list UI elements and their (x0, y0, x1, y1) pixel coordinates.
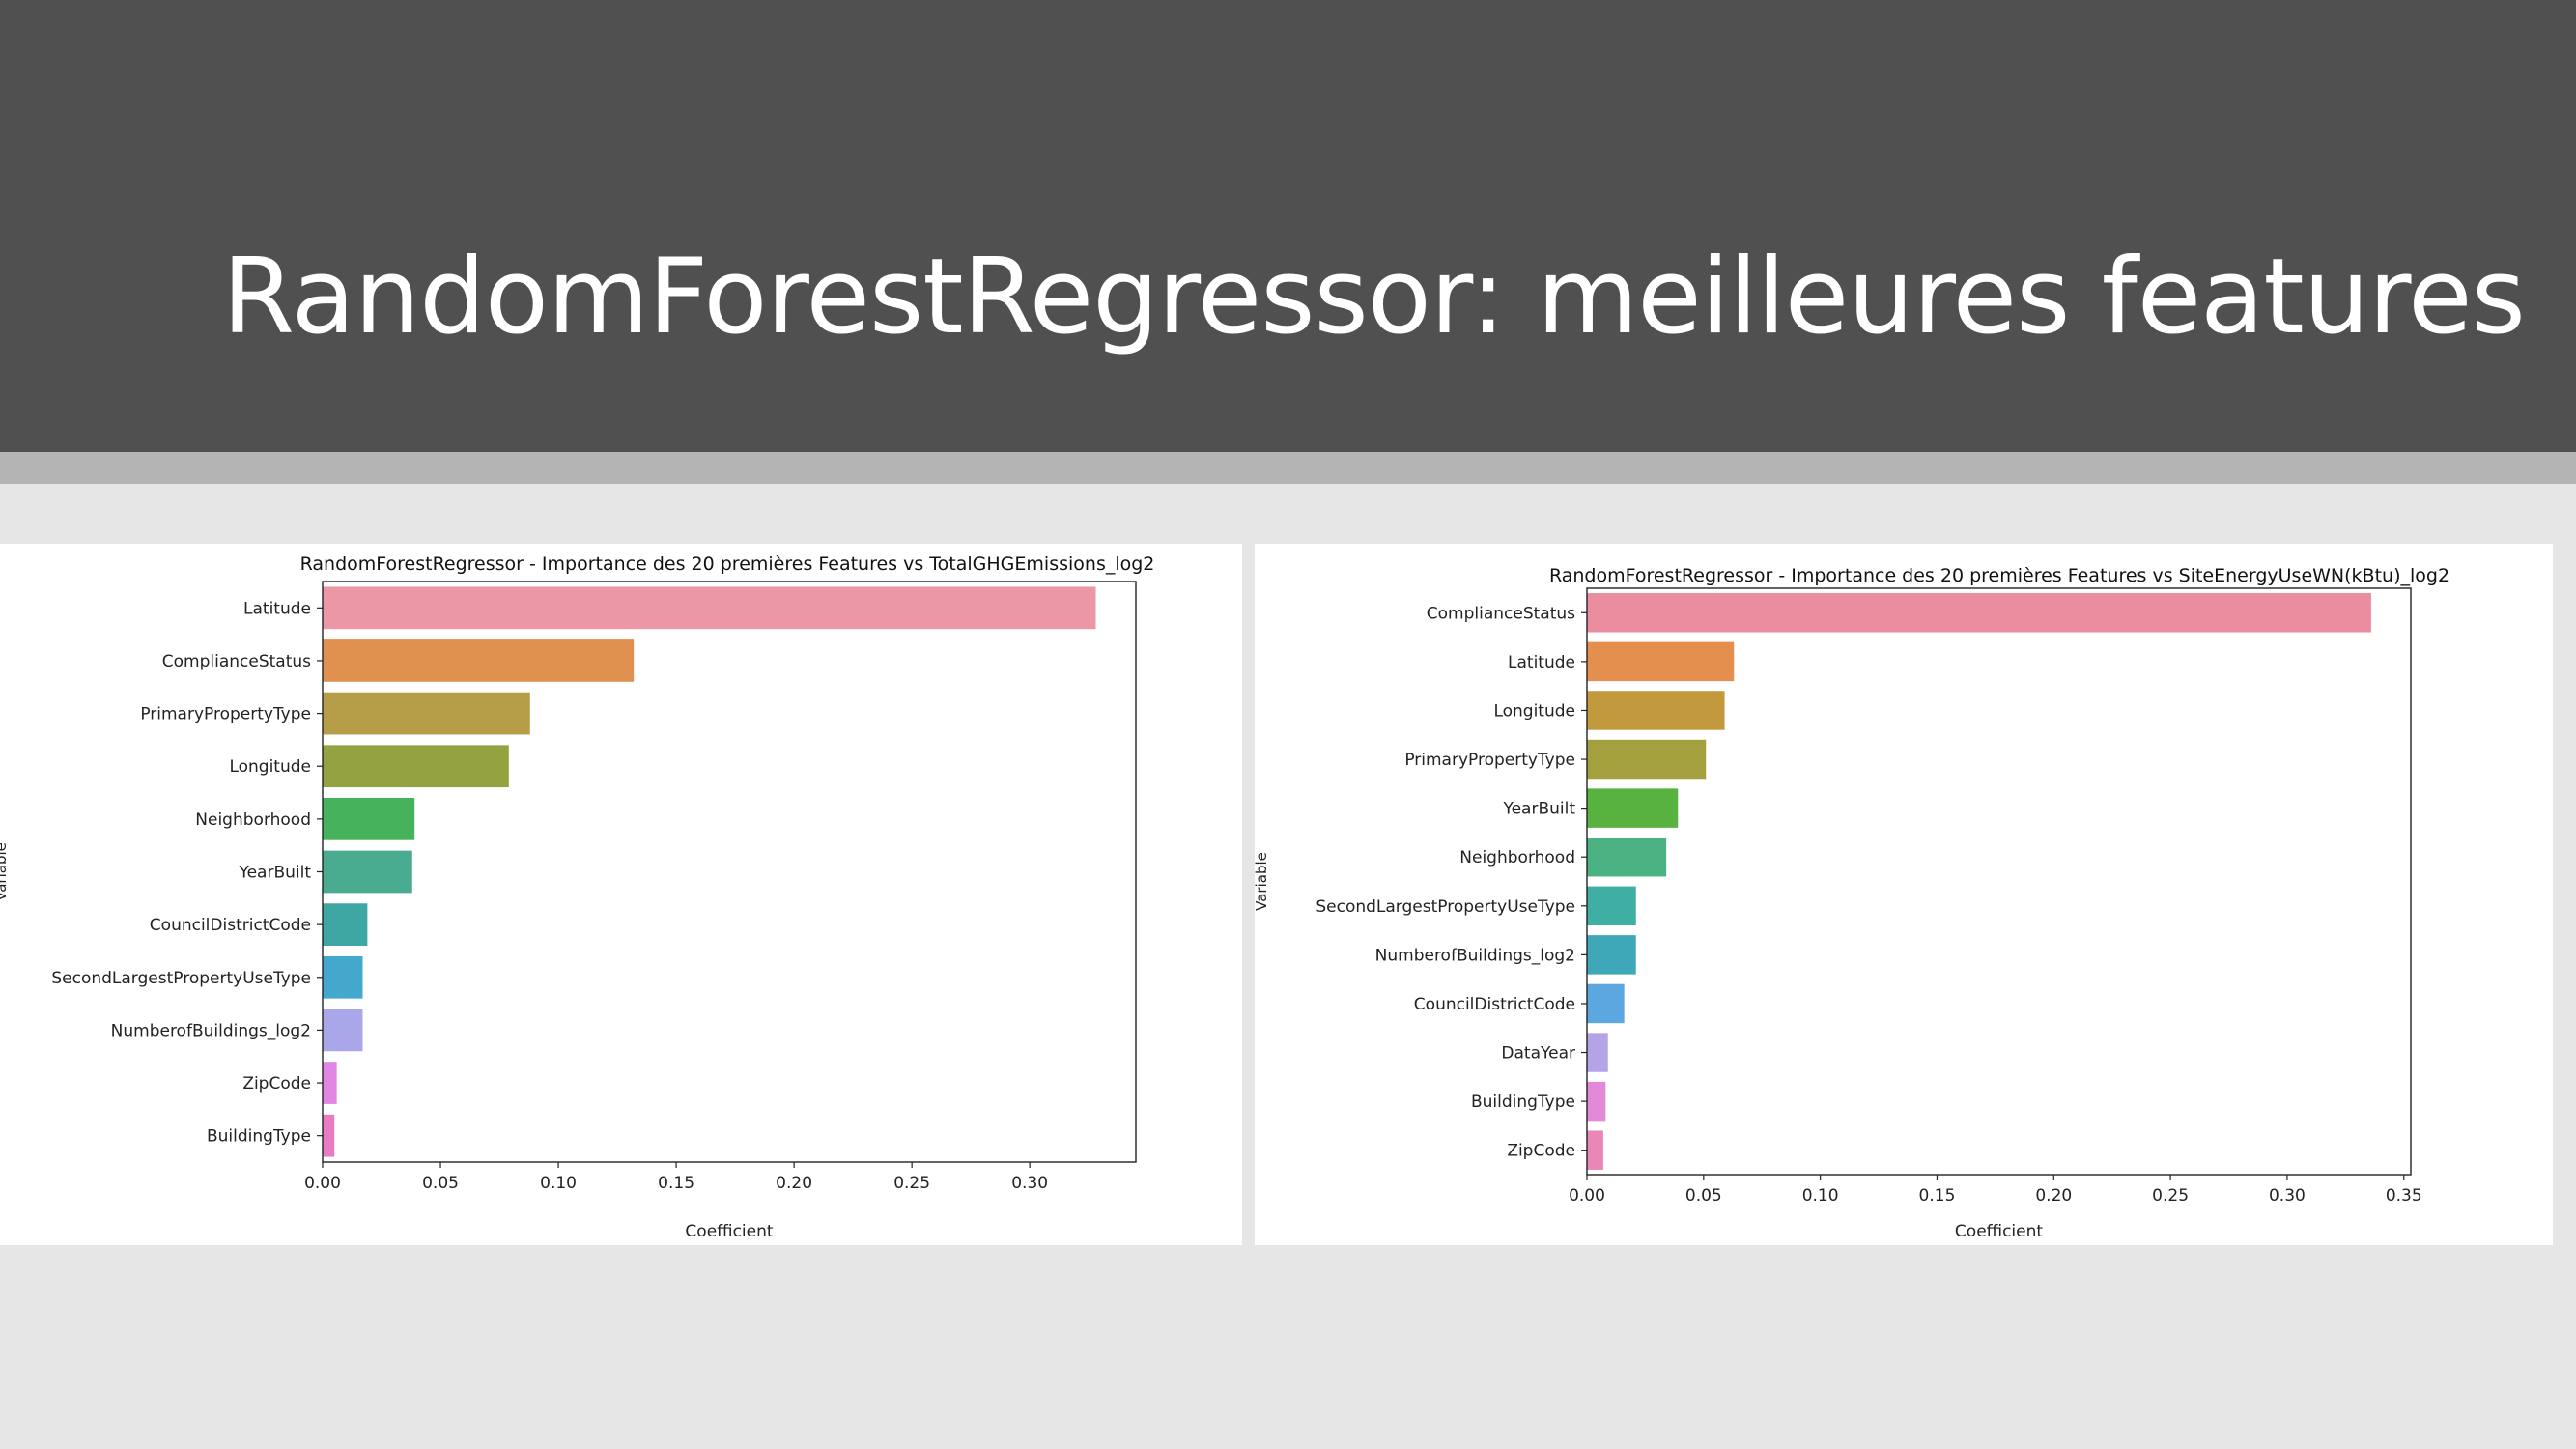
energy-bar-latitude (1587, 641, 1735, 682)
energy-bar-datayear (1587, 1033, 1608, 1072)
energy-category-label: Longitude (1493, 701, 1575, 721)
ghg-category-label: ComplianceStatus (162, 652, 311, 671)
ghg-category-label: BuildingType (207, 1127, 311, 1147)
energy-x-tick-label: 0.15 (1919, 1186, 1956, 1206)
ghg-bar-numberofbuildings-log2 (323, 1009, 363, 1052)
energy-bar-neighborhood (1587, 837, 1667, 877)
ghg-category-label: SecondLargestPropertyUseType (51, 969, 311, 988)
energy-bar-yearbuilt (1587, 788, 1679, 828)
energy-category-label: Latitude (1508, 653, 1575, 672)
energy-x-tick-label: 0.10 (1802, 1186, 1839, 1206)
ghg-category-label: YearBuilt (238, 864, 311, 883)
energy-category-label: BuildingType (1471, 1093, 1575, 1112)
energy-x-axis-label: Coefficient (1955, 1222, 2043, 1241)
ghg-category-label: Longitude (229, 757, 311, 777)
ghg-chart-title: RandomForestRegressor - Importance des 2… (300, 554, 1155, 575)
energy-x-tick-label: 0.30 (2269, 1186, 2306, 1206)
energy-x-tick-label: 0.05 (1685, 1186, 1722, 1206)
ghg-x-tick-label: 0.25 (893, 1174, 930, 1193)
ghg-bar-longitude (323, 745, 509, 788)
title-band: RandomForestRegressor: meilleures featur… (0, 0, 2576, 452)
ghg-x-axis-label: Coefficient (685, 1222, 773, 1241)
energy-category-label: PrimaryPropertyType (1404, 751, 1575, 770)
ghg-bar-buildingtype (323, 1114, 335, 1157)
energy-category-label: ZipCode (1507, 1142, 1575, 1161)
chart-ghg-emissions: RandomForestRegressor - Importance des 2… (0, 554, 1155, 1241)
ghg-category-label: PrimaryPropertyType (140, 705, 311, 724)
energy-x-tick-label: 0.35 (2386, 1186, 2422, 1206)
ghg-category-label: Latitude (243, 599, 311, 618)
ghg-plot-frame (322, 581, 1137, 1163)
energy-bar-secondlargestpropertyusetype (1587, 886, 1636, 926)
ghg-x-tick-label: 0.20 (776, 1174, 812, 1193)
energy-bar-compliancestatus (1587, 593, 2371, 633)
energy-category-label: SecondLargestPropertyUseType (1316, 897, 1575, 917)
energy-bar-zipcode (1587, 1130, 1603, 1170)
energy-category-label: DataYear (1501, 1044, 1575, 1064)
ghg-category-label: Neighborhood (195, 810, 311, 830)
energy-bar-primarypropertytype (1587, 739, 1707, 780)
ghg-category-label: ZipCode (242, 1074, 311, 1094)
ghg-bar-zipcode (323, 1062, 337, 1104)
energy-category-label: YearBuilt (1502, 800, 1575, 819)
ghg-bar-latitude (323, 586, 1096, 630)
energy-plot-frame (1586, 587, 2412, 1176)
ghg-bar-secondlargestpropertyusetype (323, 955, 363, 999)
energy-chart-title: RandomForestRegressor - Importance des 2… (1549, 565, 2449, 586)
slide-title: RandomForestRegressor: meilleures featur… (222, 237, 2526, 357)
ghg-x-tick-label: 0.30 (1011, 1174, 1048, 1193)
ghg-category-label: CouncilDistrictCode (150, 916, 311, 935)
ghg-x-tick-label: 0.00 (304, 1174, 341, 1193)
energy-y-axis-label: Variable (1255, 852, 1270, 911)
energy-bar-longitude (1587, 691, 1725, 730)
energy-bar-numberofbuildings-log2 (1587, 935, 1636, 975)
energy-x-tick-label: 0.20 (2035, 1186, 2072, 1206)
chart-site-energy: RandomForestRegressor - Importance des 2… (1253, 565, 2449, 1241)
chart-panel-energy: RandomForestRegressor - Importance des 2… (1253, 544, 2553, 1245)
energy-bar-councildistrictcode (1587, 983, 1625, 1024)
ghg-x-tick-label: 0.05 (422, 1174, 459, 1193)
chart-panel-ghg: RandomForestRegressor - Importance des 2… (0, 544, 1242, 1245)
ghg-bar-neighborhood (323, 798, 415, 840)
energy-bar-buildingtype (1587, 1081, 1606, 1122)
energy-category-label: CouncilDistrictCode (1414, 995, 1575, 1014)
ghg-bar-yearbuilt (323, 850, 412, 894)
ghg-bar-councildistrictcode (323, 903, 368, 946)
ghg-y-axis-label: Variable (0, 842, 10, 901)
energy-category-label: Neighborhood (1459, 848, 1575, 867)
energy-x-tick-label: 0.25 (2152, 1186, 2189, 1206)
energy-category-label: NumberofBuildings_log2 (1375, 946, 1575, 965)
ghg-bar-compliancestatus (323, 639, 635, 682)
ghg-x-tick-label: 0.15 (658, 1174, 694, 1193)
ghg-x-tick-label: 0.10 (540, 1174, 577, 1193)
divider-band (0, 452, 2576, 484)
energy-x-tick-label: 0.00 (1569, 1186, 1605, 1206)
ghg-category-label: NumberofBuildings_log2 (111, 1021, 311, 1040)
ghg-bar-primarypropertytype (323, 692, 530, 735)
energy-category-label: ComplianceStatus (1427, 604, 1575, 623)
